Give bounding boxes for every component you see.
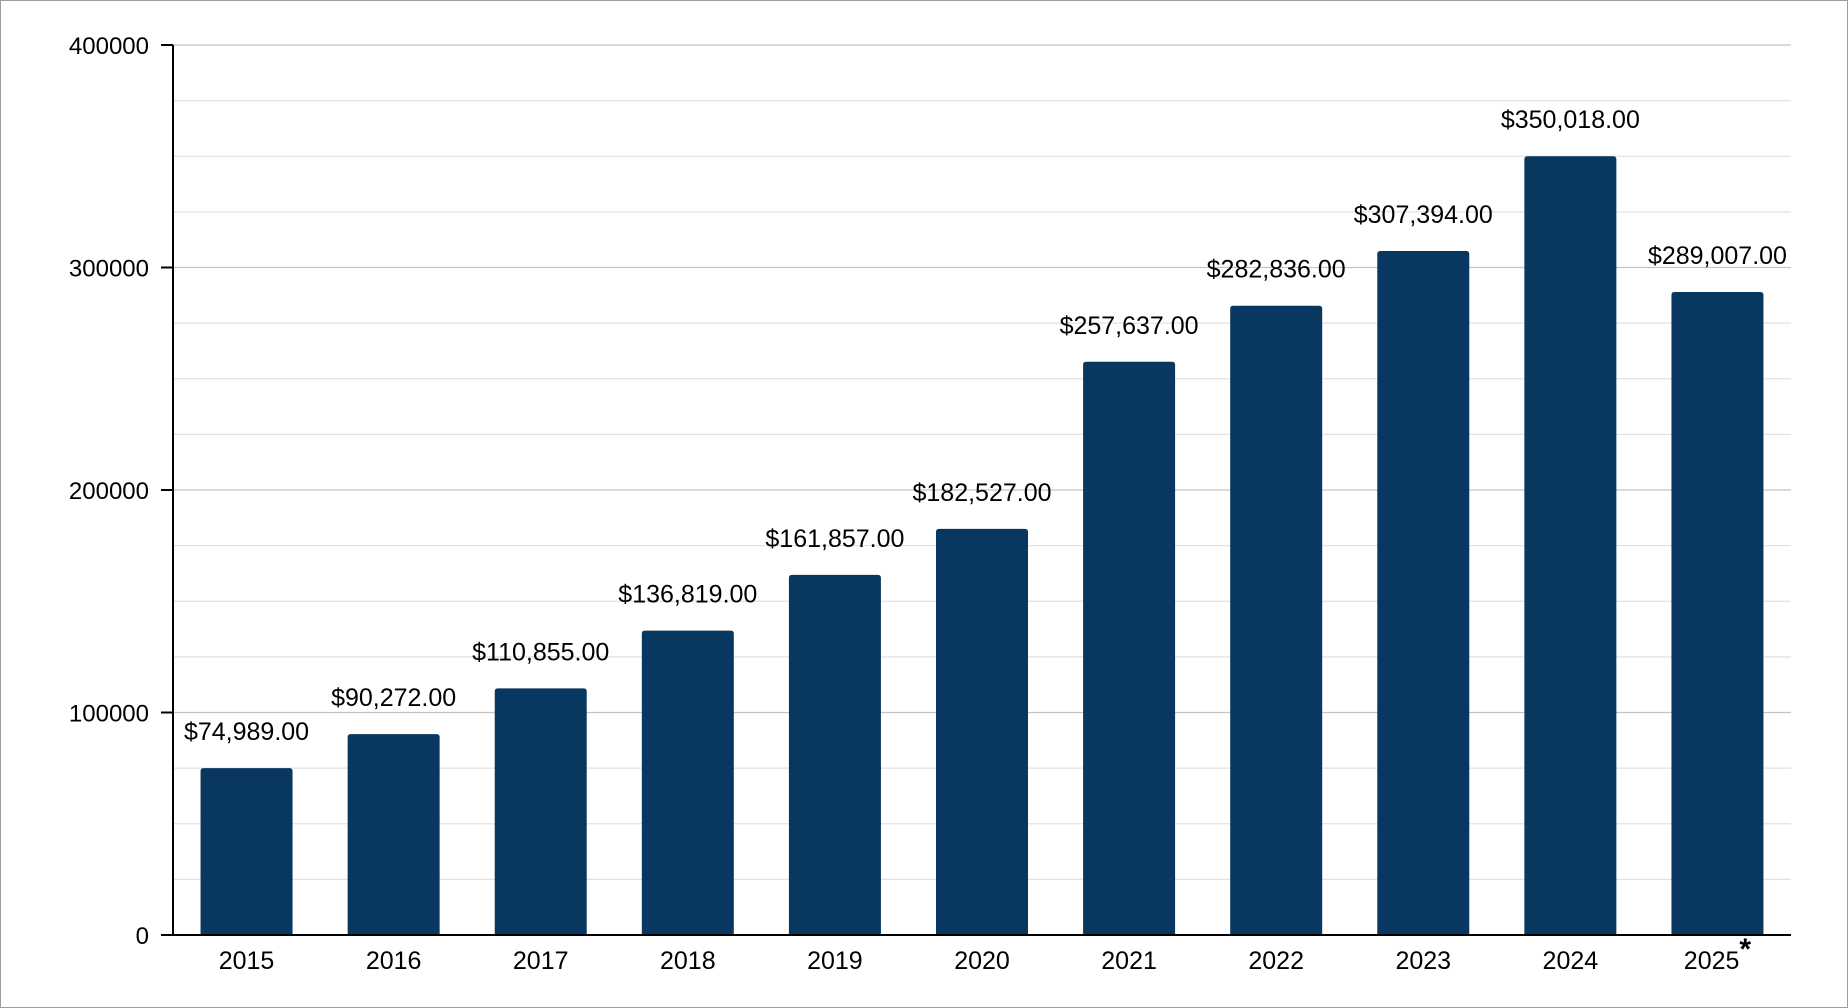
data-label-2023: $307,394.00 bbox=[1354, 201, 1493, 229]
y-tick-label: 200000 bbox=[69, 478, 149, 505]
x-tick-label-2018: 2018 bbox=[660, 947, 716, 975]
y-tick-label: 100000 bbox=[69, 701, 149, 728]
x-tick-mark-asterisk: * bbox=[1739, 933, 1751, 966]
bar-2023 bbox=[1377, 251, 1470, 936]
axes bbox=[161, 44, 1791, 936]
data-label-2022: $282,836.00 bbox=[1207, 256, 1346, 284]
y-tick-label: 300000 bbox=[69, 256, 149, 283]
bar-2015 bbox=[200, 768, 293, 935]
y-tick-label: 400000 bbox=[69, 33, 149, 60]
x-tick-label-2020: 2020 bbox=[954, 947, 1010, 975]
bar-2022 bbox=[1230, 305, 1323, 935]
bars bbox=[200, 156, 1764, 936]
bar-2016 bbox=[347, 734, 440, 935]
data-label-2019: $161,857.00 bbox=[765, 525, 904, 553]
y-tick-label: 0 bbox=[136, 923, 149, 950]
data-label-2017: $110,855.00 bbox=[472, 638, 609, 666]
bar-2021 bbox=[1083, 361, 1176, 935]
x-tick-label-2024: 2024 bbox=[1543, 947, 1599, 975]
bar-2019 bbox=[788, 574, 881, 935]
x-tick-label-2025: 2025* bbox=[1684, 933, 1752, 975]
bar-2024 bbox=[1524, 156, 1617, 935]
data-label-2024: $350,018.00 bbox=[1501, 106, 1640, 134]
data-label-2021: $257,637.00 bbox=[1060, 312, 1199, 340]
bar-2018 bbox=[641, 630, 734, 935]
data-label-2018: $136,819.00 bbox=[618, 581, 757, 609]
x-tick-label-2016: 2016 bbox=[366, 947, 422, 975]
bar-2025 bbox=[1671, 291, 1764, 935]
x-tick-label-2017: 2017 bbox=[513, 947, 569, 975]
x-tick-label-2021: 2021 bbox=[1101, 947, 1157, 975]
x-tick-label-2022: 2022 bbox=[1248, 947, 1304, 975]
x-tick-label-2019: 2019 bbox=[807, 947, 863, 975]
data-label-2016: $90,272.00 bbox=[331, 684, 456, 712]
data-label-2025: $289,007.00 bbox=[1648, 242, 1787, 270]
data-label-2015: $74,989.00 bbox=[184, 718, 309, 746]
bar-2020 bbox=[936, 528, 1028, 935]
x-tick-label-2015: 2015 bbox=[219, 947, 275, 975]
bar-2017 bbox=[494, 688, 587, 935]
data-label-2020: $182,527.00 bbox=[912, 479, 1051, 507]
x-tick-label-2023: 2023 bbox=[1395, 947, 1451, 975]
